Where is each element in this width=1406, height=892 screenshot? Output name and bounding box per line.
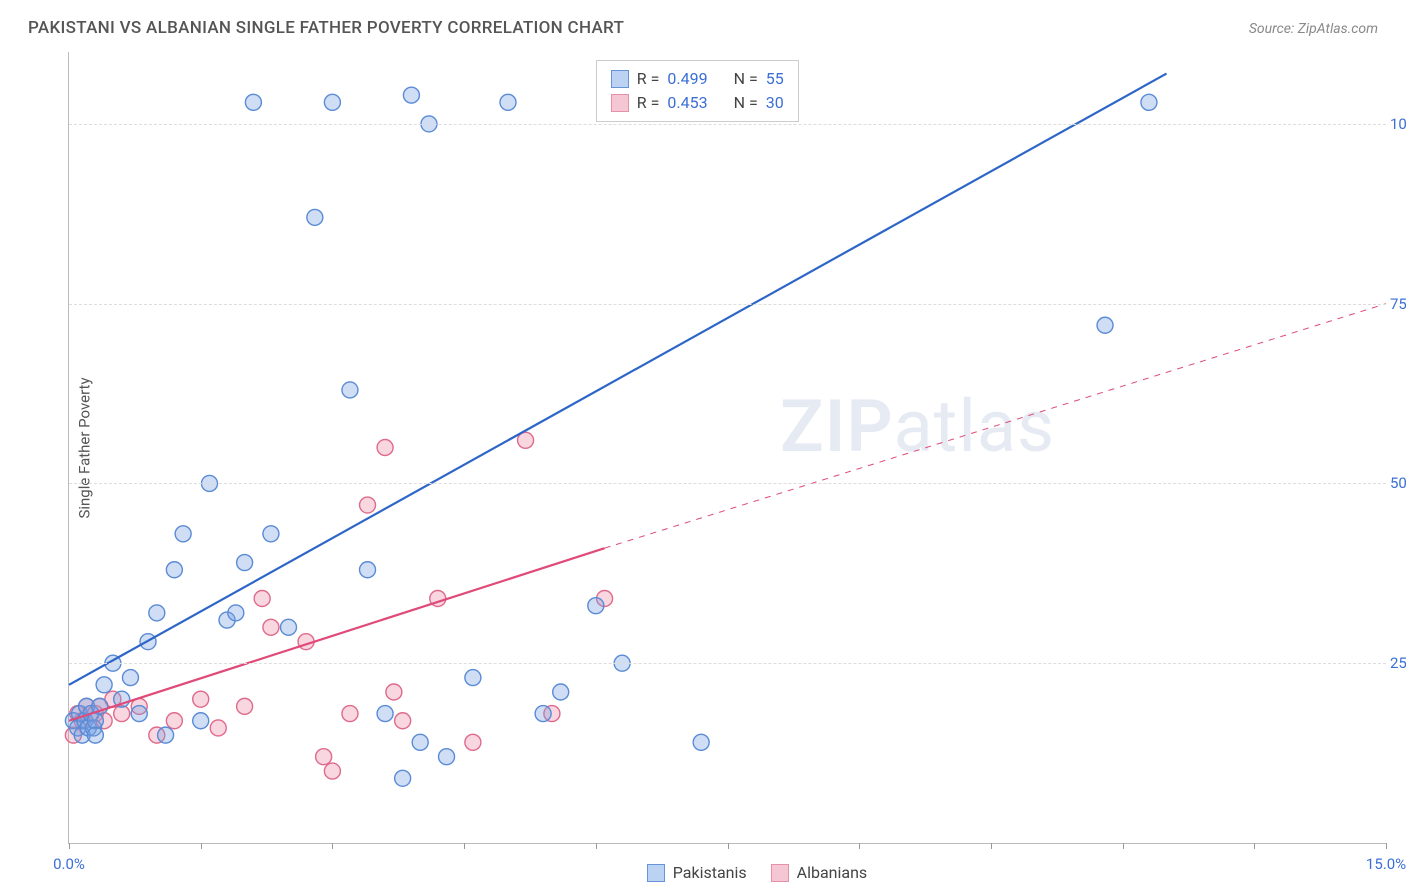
- r-value-albanians: 0.453: [667, 91, 707, 115]
- chart-container: Single Father Poverty ZIPatlas R = 0.499…: [28, 52, 1386, 844]
- data-point-pakistanis: [377, 706, 393, 722]
- legend-bottom: Pakistanis Albanians: [647, 863, 867, 882]
- data-point-pakistanis: [158, 727, 174, 743]
- legend-label-albanians: Albanians: [797, 863, 868, 882]
- data-point-pakistanis: [553, 684, 569, 700]
- data-point-pakistanis: [500, 94, 516, 110]
- r-label: R =: [637, 67, 660, 91]
- data-point-albanians: [316, 749, 332, 765]
- x-tick-label: 15.0%: [1366, 855, 1406, 873]
- data-point-albanians: [254, 591, 270, 607]
- data-point-pakistanis: [588, 598, 604, 614]
- data-point-pakistanis: [465, 670, 481, 686]
- legend-item-pakistanis: Pakistanis: [647, 863, 747, 882]
- data-point-albanians: [237, 698, 253, 714]
- trend-line: [69, 74, 1167, 685]
- data-point-pakistanis: [149, 605, 165, 621]
- data-point-pakistanis: [403, 87, 419, 103]
- y-tick-label: 75.0%: [1390, 295, 1406, 313]
- data-point-pakistanis: [439, 749, 455, 765]
- data-point-albanians: [386, 684, 402, 700]
- data-point-albanians: [360, 497, 376, 513]
- data-point-pakistanis: [360, 562, 376, 578]
- data-point-albanians: [465, 734, 481, 750]
- n-value-pakistanis: 55: [766, 67, 784, 91]
- data-point-pakistanis: [535, 706, 551, 722]
- stats-row-albanians: R = 0.453 N = 30: [611, 91, 784, 115]
- data-point-pakistanis: [175, 526, 191, 542]
- data-point-albanians: [324, 763, 340, 779]
- data-point-pakistanis: [245, 94, 261, 110]
- y-tick-label: 50.0%: [1390, 474, 1406, 492]
- n-value-albanians: 30: [766, 91, 784, 115]
- data-point-albanians: [166, 713, 182, 729]
- legend-swatch-pakistanis: [647, 864, 665, 882]
- chart-title: PAKISTANI VS ALBANIAN SINGLE FATHER POVE…: [28, 18, 624, 38]
- r-value-pakistanis: 0.499: [667, 67, 707, 91]
- trend-line-extension: [605, 304, 1386, 548]
- data-point-pakistanis: [193, 713, 209, 729]
- data-point-pakistanis: [263, 526, 279, 542]
- y-tick-label: 25.0%: [1390, 654, 1406, 672]
- source-label: Source: ZipAtlas.com: [1249, 21, 1378, 37]
- data-point-pakistanis: [281, 619, 297, 635]
- data-point-albanians: [377, 440, 393, 456]
- data-point-pakistanis: [87, 727, 103, 743]
- legend-item-albanians: Albanians: [771, 863, 868, 882]
- data-point-albanians: [395, 713, 411, 729]
- y-tick-label: 100.0%: [1390, 115, 1406, 133]
- data-point-pakistanis: [96, 677, 112, 693]
- swatch-pakistanis: [611, 70, 629, 88]
- data-point-albanians: [193, 691, 209, 707]
- legend-swatch-albanians: [771, 864, 789, 882]
- r-label: R =: [637, 91, 660, 115]
- plot-area: ZIPatlas R = 0.499 N = 55 R = 0.453 N = …: [68, 52, 1386, 844]
- swatch-albanians: [611, 94, 629, 112]
- chart-svg: [69, 52, 1386, 843]
- data-point-pakistanis: [693, 734, 709, 750]
- data-point-pakistanis: [324, 94, 340, 110]
- data-point-albanians: [342, 706, 358, 722]
- data-point-pakistanis: [166, 562, 182, 578]
- data-point-pakistanis: [342, 382, 358, 398]
- data-point-albanians: [210, 720, 226, 736]
- x-tick-label: 0.0%: [53, 855, 85, 873]
- data-point-pakistanis: [122, 670, 138, 686]
- legend-label-pakistanis: Pakistanis: [673, 863, 747, 882]
- n-label: N =: [734, 91, 758, 115]
- data-point-pakistanis: [1141, 94, 1157, 110]
- data-point-pakistanis: [237, 555, 253, 571]
- data-point-albanians: [114, 706, 130, 722]
- data-point-pakistanis: [395, 770, 411, 786]
- stats-row-pakistanis: R = 0.499 N = 55: [611, 67, 784, 91]
- data-point-pakistanis: [412, 734, 428, 750]
- data-point-pakistanis: [228, 605, 244, 621]
- data-point-pakistanis: [307, 209, 323, 225]
- data-point-pakistanis: [1097, 317, 1113, 333]
- data-point-albanians: [263, 619, 279, 635]
- n-label: N =: [734, 67, 758, 91]
- data-point-pakistanis: [131, 706, 147, 722]
- header: PAKISTANI VS ALBANIAN SINGLE FATHER POVE…: [0, 0, 1406, 46]
- stats-box: R = 0.499 N = 55 R = 0.453 N = 30: [596, 60, 799, 122]
